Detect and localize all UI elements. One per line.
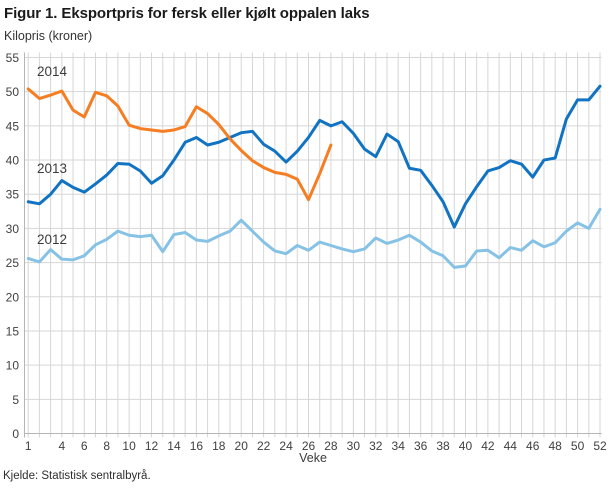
x-tick-label: 46 <box>526 439 540 453</box>
y-tick-label: 50 <box>6 85 20 99</box>
y-tick-label: 10 <box>6 359 20 373</box>
y-tick-label: 15 <box>6 324 20 338</box>
series-line-2012 <box>26 207 602 269</box>
x-tick-label: 52 <box>593 439 607 453</box>
y-tick-label: 20 <box>6 290 20 304</box>
x-tick-label: 14 <box>167 439 181 453</box>
x-tick-label: 38 <box>436 439 450 453</box>
x-tick-label: 8 <box>103 439 110 453</box>
x-tick-label: 10 <box>122 439 136 453</box>
x-tick-label: 34 <box>392 439 406 453</box>
y-tick-label: 55 <box>6 51 20 65</box>
x-tick-label: 20 <box>235 439 249 453</box>
y-tick-label: 0 <box>12 427 19 441</box>
series-label-2012: 2012 <box>37 232 68 247</box>
y-tick-label: 5 <box>12 393 19 407</box>
x-tick-label: 48 <box>548 439 562 453</box>
x-axis-title: Veke <box>299 451 327 465</box>
x-tick-label: 4 <box>58 439 65 453</box>
x-tick-label: 22 <box>257 439 271 453</box>
x-tick-label: 1 <box>25 439 32 453</box>
x-tick-label: 36 <box>414 439 428 453</box>
x-tick-label: 40 <box>459 439 473 453</box>
x-tick-label: 42 <box>481 439 495 453</box>
series-label-2014: 2014 <box>37 64 68 79</box>
x-tick-label: 26 <box>302 439 316 453</box>
y-tick-label: 25 <box>6 256 20 270</box>
x-tick-label: 30 <box>347 439 361 453</box>
x-tick-label: 32 <box>369 439 383 453</box>
x-tick-label: 24 <box>279 439 293 453</box>
y-tick-label: 35 <box>6 188 20 202</box>
x-tick-label: 28 <box>324 439 338 453</box>
x-tick-label: 44 <box>504 439 518 453</box>
series-label-2013: 2013 <box>37 161 68 176</box>
figure-title: Figur 1. Eksportpris for fersk eller kjø… <box>4 5 370 22</box>
series-line-2013 <box>26 84 602 229</box>
series-line-2014 <box>26 87 333 202</box>
x-tick-label: 18 <box>212 439 226 453</box>
x-tick-label: 50 <box>571 439 585 453</box>
x-tick-label: 6 <box>81 439 88 453</box>
y-tick-label: 45 <box>6 119 20 133</box>
y-axis-unit-label: Kilopris (kroner) <box>4 29 93 43</box>
x-tick-label: 12 <box>145 439 159 453</box>
source-label: Kjelde: Statistisk sentralbyrå. <box>3 470 151 482</box>
y-tick-label: 40 <box>6 154 20 168</box>
x-tick-label: 16 <box>190 439 204 453</box>
y-tick-label: 30 <box>6 222 20 236</box>
